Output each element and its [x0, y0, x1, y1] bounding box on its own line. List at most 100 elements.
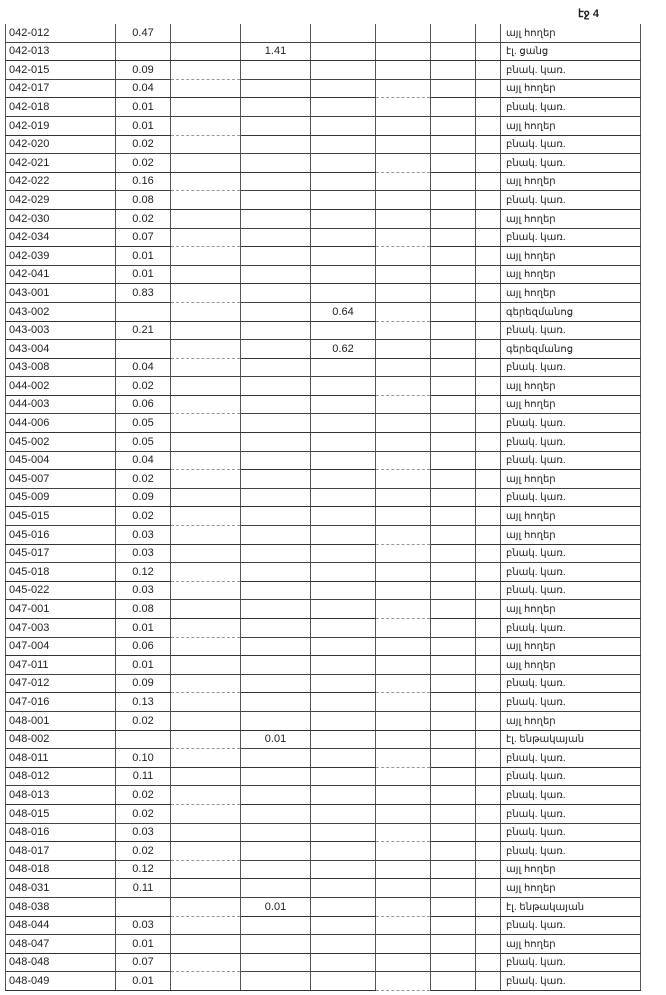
value-col-2: 0.08	[115, 599, 171, 619]
value-col-5	[310, 674, 376, 694]
empty-col-7	[430, 42, 476, 62]
empty-col-6	[375, 674, 431, 694]
value-col-5	[310, 785, 376, 805]
empty-col-6	[375, 246, 431, 266]
empty-col-3	[170, 97, 241, 117]
land-use-label: այլ հողեր	[500, 711, 641, 731]
empty-col-8	[475, 655, 501, 675]
value-col-4	[240, 878, 311, 898]
land-use-label: այլ հողեր	[500, 599, 641, 619]
parcel-id: 042-021	[5, 153, 116, 173]
value-col-5	[310, 488, 376, 508]
empty-col-7	[430, 525, 476, 545]
empty-col-6	[375, 358, 431, 378]
parcel-id: 042-041	[5, 265, 116, 285]
value-col-4: 1.41	[240, 42, 311, 62]
value-col-2: 0.09	[115, 674, 171, 694]
empty-col-8	[475, 748, 501, 768]
empty-col-6	[375, 339, 431, 359]
value-col-2: 0.16	[115, 172, 171, 192]
land-use-label: բնակ. կառ.	[500, 190, 641, 210]
value-col-5	[310, 265, 376, 285]
empty-col-6	[375, 488, 431, 508]
table-row: 047-001 0.08 այլ հողեր	[5, 599, 641, 619]
land-use-label: բնակ. կառ.	[500, 153, 641, 173]
empty-col-7	[430, 711, 476, 731]
parcel-id: 044-006	[5, 413, 116, 434]
value-col-5	[310, 413, 376, 434]
empty-col-8	[475, 228, 501, 248]
empty-col-7	[430, 172, 476, 192]
parcel-id: 045-022	[5, 581, 116, 601]
land-use-label: բնակ. կառ.	[500, 544, 641, 564]
empty-col-7	[430, 971, 476, 991]
empty-col-3	[170, 897, 241, 917]
value-col-4	[240, 413, 311, 434]
value-col-5	[310, 97, 376, 117]
land-use-label: էլ. ենթակայան	[500, 897, 641, 917]
value-col-5	[310, 79, 376, 99]
land-use-label: այլ հողեր	[500, 283, 641, 303]
land-use-label: գերեզմանոց	[500, 302, 641, 322]
value-col-5	[310, 432, 376, 452]
value-col-5	[310, 897, 376, 917]
value-col-2	[115, 897, 171, 917]
value-col-5	[310, 637, 376, 657]
land-use-label: այլ հողեր	[500, 265, 641, 285]
value-col-5	[310, 469, 376, 489]
parcel-id: 043-003	[5, 321, 116, 341]
empty-col-3	[170, 730, 241, 750]
empty-col-8	[475, 153, 501, 173]
parcel-id: 042-029	[5, 190, 116, 210]
empty-col-7	[430, 488, 476, 508]
parcel-id: 045-004	[5, 451, 116, 471]
empty-col-8	[475, 135, 501, 155]
value-col-5	[310, 246, 376, 266]
land-use-label: բնակ. կառ.	[500, 674, 641, 694]
value-col-2: 0.13	[115, 692, 171, 712]
empty-col-3	[170, 153, 241, 173]
parcel-id: 048-031	[5, 878, 116, 898]
empty-col-8	[475, 599, 501, 619]
value-col-5	[310, 395, 376, 415]
empty-col-7	[430, 79, 476, 99]
table-row: 045-017 0.03 բնակ. կառ.	[5, 544, 641, 564]
land-use-label: գերեզմանոց	[500, 339, 641, 359]
parcel-id: 047-003	[5, 618, 116, 638]
parcel-id: 047-016	[5, 692, 116, 712]
value-col-5	[310, 618, 376, 638]
empty-col-6	[375, 711, 431, 731]
land-use-label: բնակ. կառ.	[500, 785, 641, 805]
table-row: 047-011 0.01 այլ հողեր	[5, 655, 641, 675]
value-col-4	[240, 97, 311, 117]
empty-col-3	[170, 618, 241, 638]
empty-col-7	[430, 358, 476, 378]
empty-col-3	[170, 432, 241, 452]
land-use-label: բնակ. կառ.	[500, 916, 641, 936]
empty-col-7	[430, 116, 476, 136]
table-row: 048-011 0.10 բնակ. կառ.	[5, 748, 641, 768]
value-col-2	[115, 339, 171, 359]
land-use-label: բնակ. կառ.	[500, 841, 641, 861]
land-use-label: բնակ. կառ.	[500, 135, 641, 155]
empty-col-8	[475, 172, 501, 192]
value-col-2: 0.21	[115, 321, 171, 341]
table-row: 047-016 0.13 բնակ. կառ.	[5, 692, 641, 712]
empty-col-8	[475, 395, 501, 415]
value-col-4	[240, 971, 311, 991]
table-row: 048-049 0.01 բնակ. կառ.	[5, 971, 641, 991]
table-row: 042-041 0.01 այլ հողեր	[5, 265, 641, 285]
empty-col-8	[475, 581, 501, 601]
empty-col-7	[430, 934, 476, 954]
empty-col-3	[170, 692, 241, 712]
value-col-4	[240, 339, 311, 359]
table-row: 045-018 0.12 բնակ. կառ.	[5, 562, 641, 582]
parcel-id: 043-001	[5, 283, 116, 303]
empty-col-6	[375, 506, 431, 527]
value-col-4	[240, 562, 311, 582]
empty-col-3	[170, 525, 241, 545]
empty-col-6	[375, 413, 431, 434]
table-row: 047-004 0.06 այլ հողեր	[5, 637, 641, 657]
table-row: 048-002 0.01 էլ. ենթակայան	[5, 730, 641, 750]
empty-col-6	[375, 321, 431, 341]
